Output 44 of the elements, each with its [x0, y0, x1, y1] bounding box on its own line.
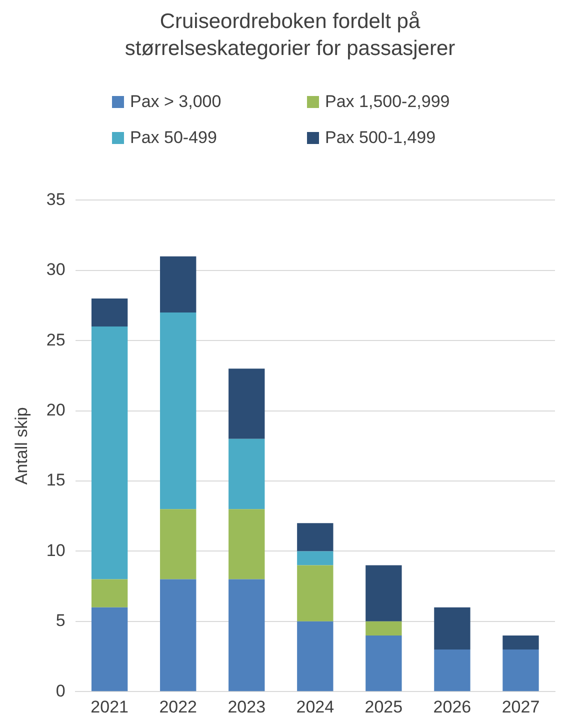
- bar: [160, 509, 196, 580]
- y-tick-label: 25: [46, 330, 66, 350]
- x-tick-label: 2025: [364, 697, 403, 716]
- y-tick-label: 0: [56, 681, 66, 700]
- bar: [228, 438, 265, 510]
- bar: [366, 565, 402, 622]
- legend-label: Pax 1,500-2,999: [325, 92, 450, 112]
- bar: [434, 607, 470, 650]
- bar: [434, 649, 470, 692]
- y-tick-label: 10: [46, 540, 66, 560]
- x-tick-label: 2023: [228, 697, 266, 716]
- bar: [228, 579, 265, 692]
- bar: [297, 523, 334, 552]
- bar: [297, 621, 334, 692]
- y-tick-label: 15: [46, 470, 66, 490]
- bar: [228, 509, 265, 580]
- y-tick-label: 30: [46, 260, 66, 280]
- x-tick-label: 2024: [296, 697, 334, 716]
- bar: [91, 607, 128, 692]
- y-tick-label: 35: [46, 190, 66, 209]
- y-tick-label: 5: [56, 611, 66, 630]
- x-tick-label: 2026: [433, 697, 472, 716]
- bar: [502, 635, 539, 650]
- bar: [91, 326, 128, 580]
- chart-title: Cruiseordreboken fordelt på størrelseskategorier for passasjerer: [124, 9, 456, 62]
- bar: [160, 256, 196, 313]
- x-tick-label: 2021: [90, 697, 128, 716]
- bar: [366, 635, 402, 692]
- bar: [228, 368, 265, 439]
- bar: [160, 579, 196, 692]
- legend-label: Pax 50-499: [130, 128, 217, 148]
- bar: [297, 551, 334, 566]
- y-tick-label: 20: [46, 400, 66, 420]
- bar: [297, 565, 334, 622]
- x-tick-label: 2027: [502, 697, 540, 716]
- legend-label: Pax > 3,000: [130, 92, 222, 112]
- bar: [502, 649, 539, 692]
- legend-label: Pax 500-1,499: [325, 128, 436, 148]
- bar: [160, 312, 196, 510]
- bar: [366, 621, 402, 636]
- y-axis-title: Antall skip: [12, 407, 31, 485]
- bar: [91, 298, 128, 327]
- x-tick-label: 2022: [159, 697, 198, 716]
- bar: [91, 579, 128, 608]
